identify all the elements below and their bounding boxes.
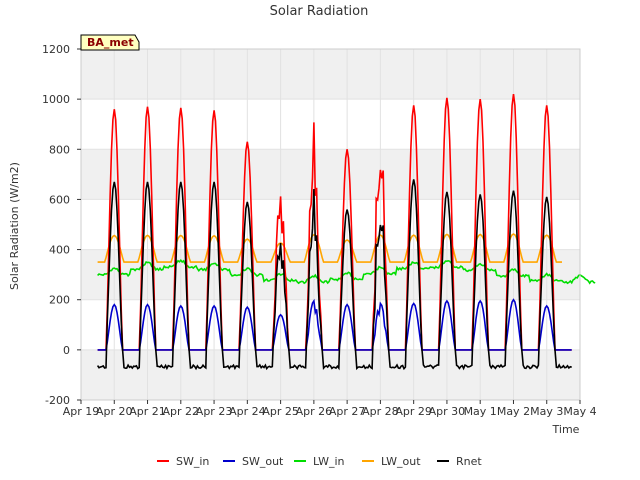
series-line-sw-in	[97, 94, 572, 351]
series-line-sw-out	[97, 298, 572, 351]
legend-label: LW_out	[381, 455, 421, 468]
legend-label: SW_out	[242, 455, 284, 468]
x-tick-label: Apr 29	[395, 405, 432, 418]
x-tick-label: May 2	[497, 405, 530, 418]
y-tick-label: 200	[49, 294, 70, 307]
station-label-text: BA_met	[87, 36, 134, 49]
y-tick-label: 800	[49, 143, 70, 156]
x-tick-label: Apr 23	[196, 405, 233, 418]
y-tick-label: -200	[45, 394, 70, 407]
x-tick-label: Apr 25	[262, 405, 299, 418]
x-tick-label: Apr 24	[229, 405, 266, 418]
station-label-box: BA_met	[80, 34, 140, 51]
y-tick-label: 0	[63, 344, 70, 357]
x-axis-label: Time	[552, 423, 580, 436]
y-tick-label: 400	[49, 244, 70, 257]
x-tick-label: Apr 27	[329, 405, 366, 418]
x-tick-label: Apr 26	[296, 405, 333, 418]
band	[81, 149, 580, 200]
plot-frame	[80, 48, 581, 401]
y-tick-label: 600	[49, 193, 70, 206]
y-axis-ticks: -200 0 200 400 600 800 1000 1200	[42, 43, 81, 407]
x-tick-label: Apr 19	[63, 405, 100, 418]
series-line-rnet	[96, 179, 572, 371]
y-tick-label: 1000	[42, 93, 70, 106]
legend-label: Rnet	[456, 455, 482, 468]
x-tick-label: May 3	[530, 405, 563, 418]
x-tick-label: Apr 22	[163, 405, 200, 418]
x-tick-label: Apr 20	[96, 405, 133, 418]
band	[81, 349, 580, 400]
band	[81, 49, 580, 100]
x-tick-label: Apr 28	[362, 405, 399, 418]
y-tick-label: 1200	[42, 43, 70, 56]
legend: SW_in SW_out LW_in LW_out Rnet	[157, 455, 482, 468]
x-tick-label: Apr 21	[129, 405, 166, 418]
x-tick-label: May 4	[563, 405, 596, 418]
y-axis-label: Solar Radiation (W/m2)	[8, 162, 21, 290]
chart-title: Solar Radiation	[270, 4, 369, 19]
legend-label: SW_in	[176, 455, 209, 468]
x-tick-label: Apr 30	[429, 405, 466, 418]
x-tick-label: May 1	[464, 405, 497, 418]
series-layer	[96, 94, 596, 371]
legend-label: LW_in	[313, 455, 345, 468]
series-line-lw-in	[97, 258, 596, 285]
